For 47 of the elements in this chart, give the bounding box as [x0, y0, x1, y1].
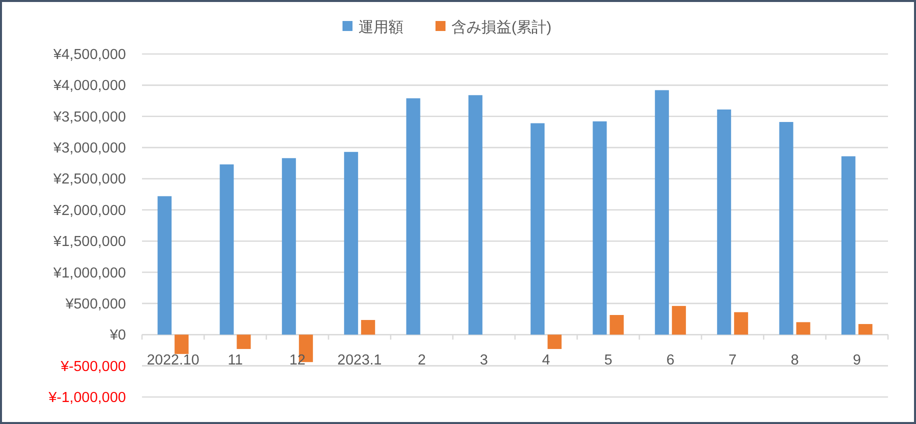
y-tick-label: ¥3,000,000 [52, 140, 126, 157]
bar [858, 324, 872, 335]
y-tick-label: ¥3,500,000 [52, 109, 126, 126]
x-tick-label: 5 [604, 352, 612, 369]
x-tick-label: 9 [852, 352, 861, 369]
bar [220, 164, 234, 335]
x-tick-label: 12 [289, 352, 306, 369]
bar [468, 95, 482, 335]
x-tick-label: 7 [728, 352, 737, 369]
y-tick-label: ¥500,000 [64, 296, 126, 312]
x-tick-label: 2022.10 [146, 352, 200, 369]
x-tick-label: 2023.1 [337, 352, 382, 369]
bar [672, 306, 686, 335]
bar [236, 334, 251, 349]
legend-label: 含み損益(累計) [452, 19, 552, 36]
y-tick-label: ¥-1,000,000 [48, 390, 126, 406]
y-tick-label: ¥2,000,000 [52, 202, 126, 219]
bar [796, 322, 810, 335]
y-tick-label: ¥1,000,000 [52, 265, 126, 282]
bar [158, 196, 172, 335]
bar [174, 334, 189, 354]
x-tick-label: 11 [228, 352, 243, 369]
y-tick-label: ¥4,000,000 [52, 78, 126, 94]
bar [779, 122, 794, 335]
x-tick-label: 6 [666, 352, 674, 369]
y-tick-label: ¥0 [108, 328, 126, 344]
legend-label: 運用額 [358, 19, 404, 36]
y-tick-label: ¥-500,000 [60, 358, 126, 375]
bar [654, 90, 669, 335]
bar [610, 314, 624, 335]
bar [841, 156, 856, 335]
bar [734, 312, 748, 335]
bar [282, 158, 296, 335]
bar [361, 320, 376, 335]
x-tick-label: 8 [790, 352, 799, 369]
x-tick-label: 3 [480, 352, 488, 369]
bar [548, 334, 562, 349]
y-tick-label: ¥2,500,000 [52, 172, 126, 188]
x-tick-label: 2 [418, 352, 426, 369]
bar [717, 110, 732, 335]
bar [530, 123, 545, 335]
y-tick-label: ¥1,500,000 [52, 234, 126, 250]
bar [344, 152, 358, 335]
x-tick-label: 4 [542, 352, 550, 369]
bar [406, 98, 420, 335]
y-tick-label: ¥4,500,000 [52, 47, 126, 63]
bar [592, 121, 607, 335]
